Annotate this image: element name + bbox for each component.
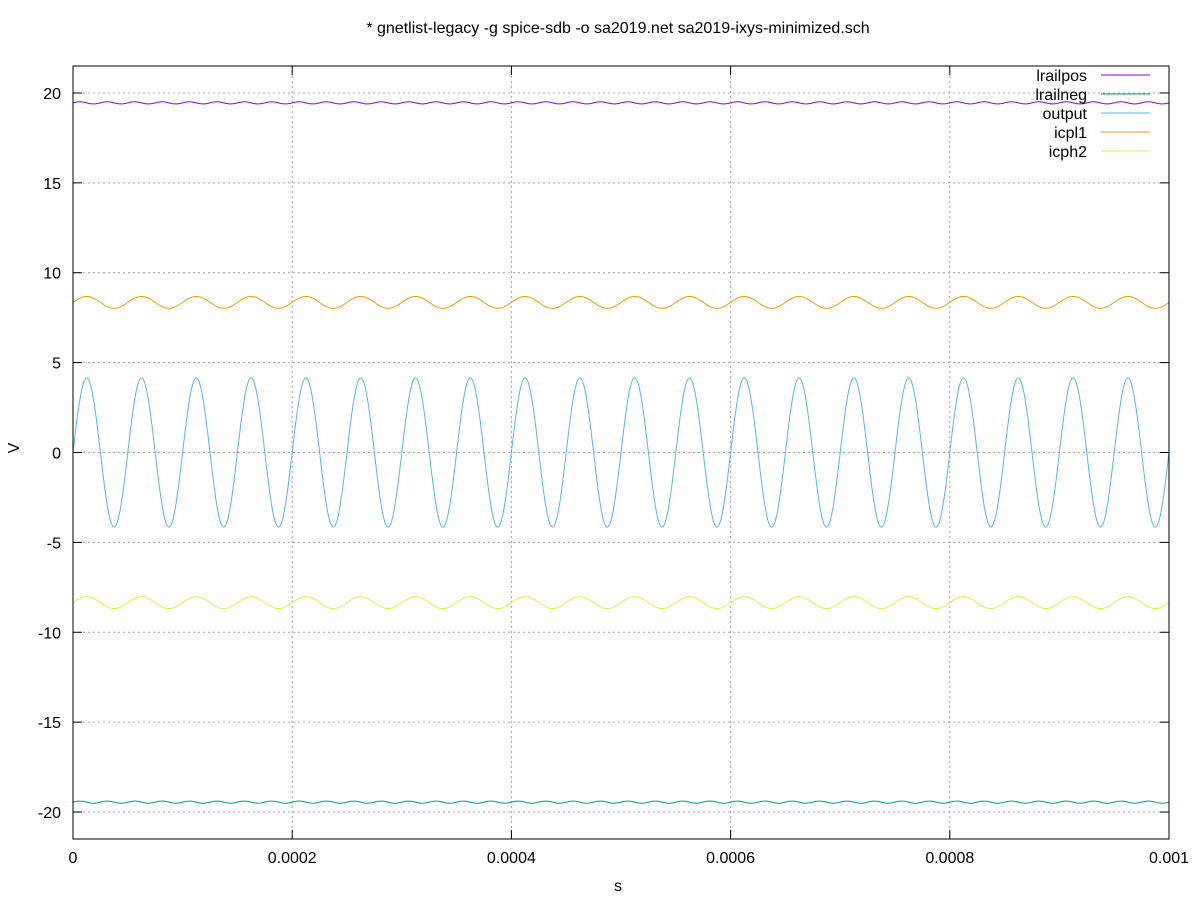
legend-label: lrailneg — [1035, 87, 1087, 104]
y-tick-label: 10 — [43, 266, 61, 283]
y-tick-label: 0 — [52, 446, 61, 463]
x-tick-label: 0 — [69, 850, 78, 867]
series-line-icpl1 — [72, 295, 1170, 309]
series-line-output — [72, 377, 1170, 528]
x-axis-label: s — [614, 878, 622, 895]
legend-label: icph2 — [1049, 144, 1087, 161]
y-tick-label: -10 — [38, 625, 61, 642]
legend: lrailpos lrailneg output icpl1 icph2 — [1035, 68, 1150, 161]
series-lines — [72, 101, 1170, 804]
y-tick-label: -5 — [47, 535, 61, 552]
x-tick-label: 0.0004 — [487, 850, 536, 867]
y-tick-label: 5 — [52, 356, 61, 373]
y-tick-label: 15 — [43, 176, 61, 193]
series-line-icph2 — [72, 596, 1170, 610]
series-line-lrailneg — [72, 800, 1170, 804]
y-tick-label: -20 — [38, 805, 61, 822]
y-axis-label: V — [6, 442, 23, 453]
x-tick-label: 0.0002 — [268, 850, 317, 867]
x-tick-label: 0.0008 — [925, 850, 974, 867]
chart-title: * gnetlist-legacy -g spice-sdb -o sa2019… — [366, 20, 869, 37]
x-tick-label: 0.001 — [1149, 850, 1189, 867]
legend-label: icpl1 — [1054, 125, 1087, 142]
y-tick-label: -15 — [38, 715, 61, 732]
series-line-lrailpos — [72, 101, 1170, 105]
x-tick-label: 0.0006 — [706, 850, 755, 867]
legend-label: output — [1043, 106, 1088, 123]
legend-label: lrailpos — [1036, 68, 1087, 85]
axis-ticks: 20 15 10 5 0 -5 -10 -15 -20 0 0.0002 0.0004 0.0006 0.… — [38, 66, 1189, 867]
y-tick-label: 20 — [43, 86, 61, 103]
